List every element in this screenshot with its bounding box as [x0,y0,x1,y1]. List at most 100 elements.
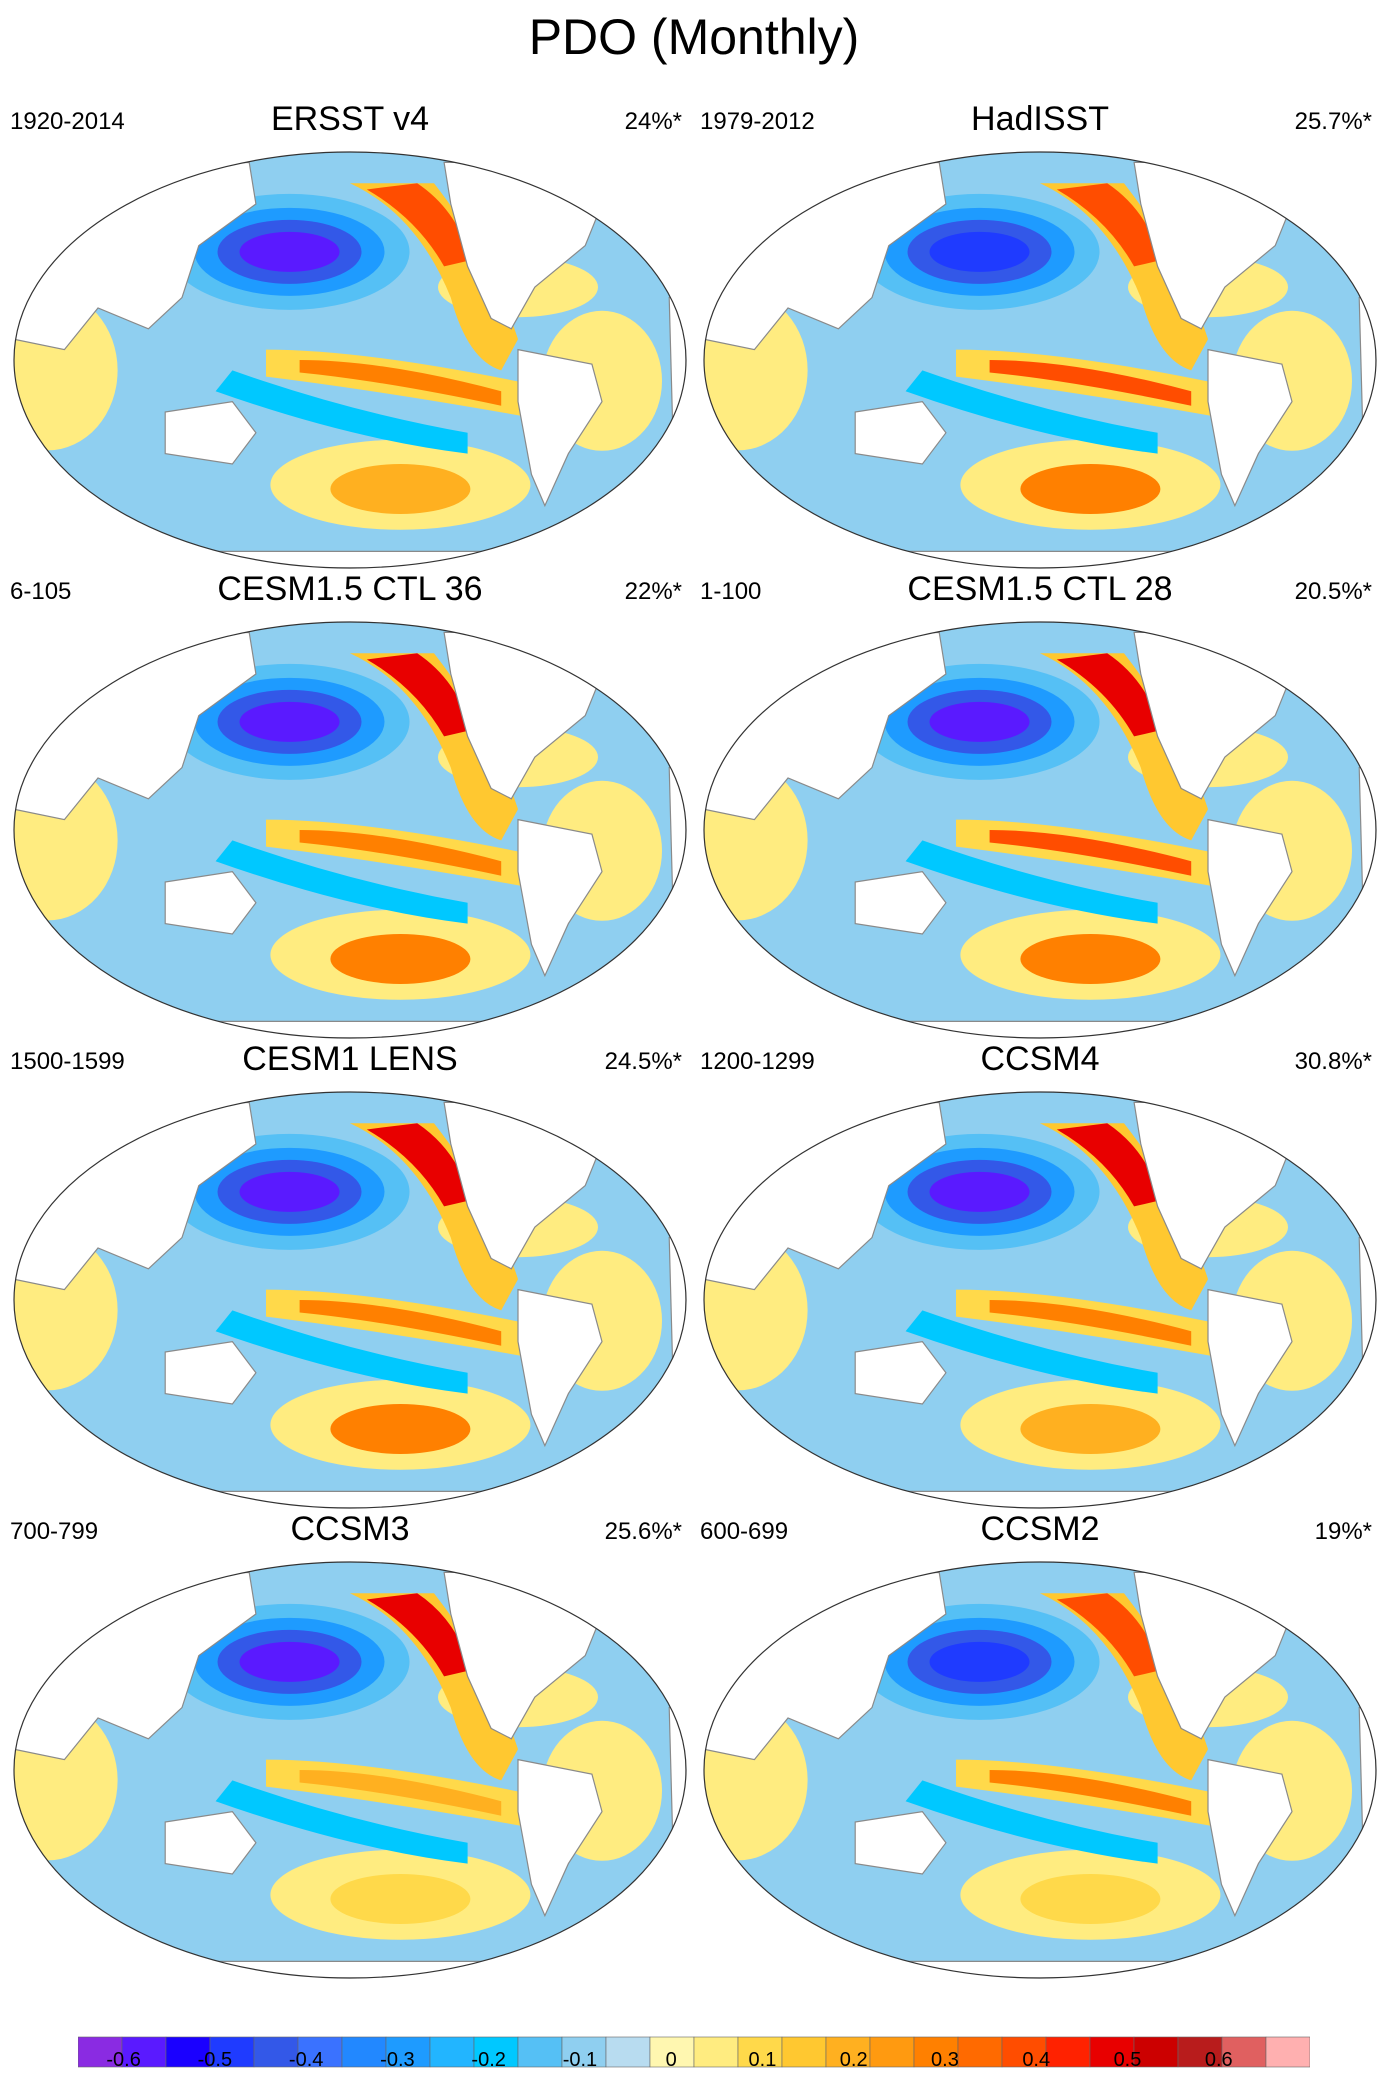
africa-land [1358,297,1376,465]
southwest-pacific-cold [905,1780,1158,1864]
africa-land [668,297,686,465]
greenland-land [591,1095,660,1166]
south-pacific-warm-core [1020,1873,1161,1924]
south-america-land [1207,348,1293,508]
map-panel: ERSST v4 1920-2014 24%* [10,100,690,610]
colorbar-segment [1001,2036,1047,2068]
pdo-map [13,151,687,569]
pdo-map [13,1561,687,1979]
panel-title: CCSM3 [290,1510,410,1548]
south-pacific-warm-core [330,933,471,984]
south-pacific-warm-core [1020,1403,1161,1454]
tropical-warm-core [299,1770,502,1816]
nepac-warm-core [366,653,471,737]
greenland-land [591,625,660,696]
panel-variance: 25.7%* [1294,108,1372,135]
map-panel: CCSM3 700-799 25.6%* [10,1510,690,2020]
panel-variance: 24%* [624,108,682,135]
panel-variance: 25.6%* [604,1518,682,1545]
north-pacific-cold-ring [239,701,340,742]
panel-title: CESM1 LENS [242,1040,458,1078]
africa-land [1358,1707,1376,1875]
colorbar-segment [825,2036,871,2068]
australia-land [854,1340,947,1405]
nepac-warm-core [366,1123,471,1207]
north-pacific-cold-ring [929,1641,1030,1682]
panel-variance: 30.8%* [1294,1048,1372,1075]
panel-variance: 24.5%* [604,1048,682,1075]
nepac-warm-outer [1040,653,1208,841]
ocean-field [704,1092,1376,1508]
southwest-pacific-cold [215,1310,468,1394]
south-america-land [1207,1758,1293,1918]
south-america-land [517,1288,603,1448]
panel-title: CCSM4 [980,1040,1100,1078]
north-pacific-cold-ring [239,231,340,272]
colorbar-segment [209,2036,255,2068]
colorbar-segment [297,2036,343,2068]
nepac-warm-outer [1040,1593,1208,1781]
colorbar-segment [1133,2036,1179,2068]
north-pacific-cold-ring [929,1171,1030,1212]
tropical-warm-core [989,1300,1192,1346]
colorbar-segment [121,2036,167,2068]
panel-variance: 20.5%* [1294,578,1372,605]
australia-land [854,400,947,465]
australia-land [164,400,257,465]
panel-period: 700-799 [10,1518,99,1545]
indian-ocean-warm [14,1230,118,1391]
colorbar-segment [781,2036,827,2068]
nepac-warm-outer [350,183,518,371]
ocean-field [14,152,686,568]
australia-land [854,870,947,935]
tropical-warm-core [299,1300,502,1346]
south-pacific-warm-core [1020,463,1161,514]
map-outline [13,1561,687,1979]
colorbar-segment [957,2036,1003,2068]
north-pacific-cold-ring [929,231,1030,272]
south-pacific-warm-core [330,463,471,514]
greenland-land [1281,1565,1350,1636]
colorbar-tick-label: -0.4 [288,2049,324,2071]
colorbar-segment [473,2036,519,2068]
australia-land [854,1810,947,1875]
greenland-land [1281,155,1350,226]
antarctica-land [114,550,586,568]
map-outline [13,621,687,1039]
panel-title: CESM1.5 CTL 28 [907,570,1173,608]
south-america-land [517,818,603,978]
map-panel: CCSM4 1200-1299 30.8%* [700,1040,1380,1550]
colorbar-tick-label: 0.3 [931,2049,959,2071]
africa-land [1358,767,1376,935]
colorbar-tick-label: -0.3 [380,2049,415,2071]
ocean-field [704,1562,1376,1978]
indian-ocean-warm [704,290,808,451]
north-pacific-cold-ring [239,1171,340,1212]
colorbar-segment [341,2036,387,2068]
pdo-map [703,1561,1377,1979]
colorbar-segment [385,2036,431,2068]
panel-title: CCSM2 [980,1510,1100,1548]
australia-land [164,1340,257,1405]
greenland-land [591,155,660,226]
tropical-warm-core [299,830,502,876]
greenland-land [1281,1095,1350,1166]
map-outline [703,1091,1377,1509]
panel-title: HadISST [971,100,1109,138]
map-panel: CESM1 LENS 1500-1599 24.5%* [10,1040,690,1550]
antarctica-land [114,1020,586,1038]
north-pacific-cold-ring [929,701,1030,742]
map-panel: CESM1.5 CTL 36 6-105 22%* [10,570,690,1080]
colorbar [78,2036,1310,2068]
indian-ocean-warm [14,290,118,451]
africa-land [668,1707,686,1875]
panel-variance: 22%* [624,578,682,605]
colorbar-tick-label: 0.4 [1022,2049,1051,2071]
colorbar-tick-label: -0.2 [471,2049,506,2071]
southwest-pacific-cold [215,840,468,924]
pdo-map [703,151,1377,569]
panel-period: 1-100 [700,578,762,605]
map-outline [13,151,687,569]
figure-title: PDO (Monthly) [528,9,860,65]
colorbar-tick-label: -0.5 [197,2049,233,2071]
